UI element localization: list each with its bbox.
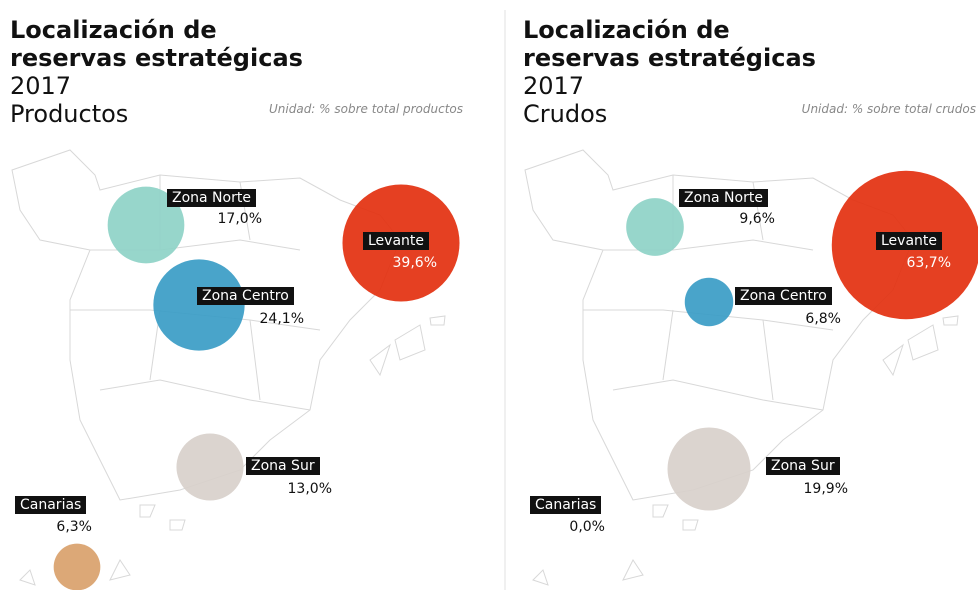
region-value: 9,6% (739, 211, 775, 227)
region-label: Zona Sur (766, 457, 840, 475)
panel-title: Localización de reservas estratégicas 20… (10, 16, 340, 128)
region-label: Zona Norte (167, 189, 256, 207)
region-label: Canarias (530, 496, 602, 514)
region-label: Zona Centro (197, 287, 294, 305)
region-value: 0,0% (569, 519, 605, 535)
year: 2017 (523, 72, 585, 100)
panel-title: Localización de reservas estratégicas 20… (523, 16, 853, 128)
region-value: 13,0% (287, 481, 332, 497)
bubble (53, 543, 101, 590)
region-label: Levante (876, 232, 943, 250)
region-value: 6,8% (805, 311, 841, 327)
region-value: 24,1% (259, 311, 304, 327)
region-value: 6,3% (56, 519, 92, 535)
region-value: 17,0% (217, 211, 262, 227)
region-label: Zona Sur (246, 457, 320, 475)
region-label: Zona Norte (679, 189, 768, 207)
unit-note: Unidad: % sobre total productos (269, 102, 463, 116)
unit-note: Unidad: % sobre total crudos (801, 102, 976, 116)
bubble (667, 427, 751, 511)
bubble (176, 433, 244, 501)
region-value: 63,7% (906, 255, 951, 271)
bubble (107, 186, 185, 264)
bubble (626, 198, 684, 256)
bubble (153, 259, 245, 351)
title-text: Localización de reservas estratégicas (523, 16, 816, 72)
subtitle: Productos (10, 100, 129, 128)
subtitle: Crudos (523, 100, 608, 128)
region-value: 19,9% (803, 481, 848, 497)
region-label: Zona Centro (735, 287, 832, 305)
region-label: Canarias (15, 496, 87, 514)
year: 2017 (10, 72, 72, 100)
region-value: 39,6% (392, 255, 437, 271)
region-label: Levante (363, 232, 430, 250)
bubble (684, 277, 734, 327)
title-text: Localización de reservas estratégicas (10, 16, 303, 72)
